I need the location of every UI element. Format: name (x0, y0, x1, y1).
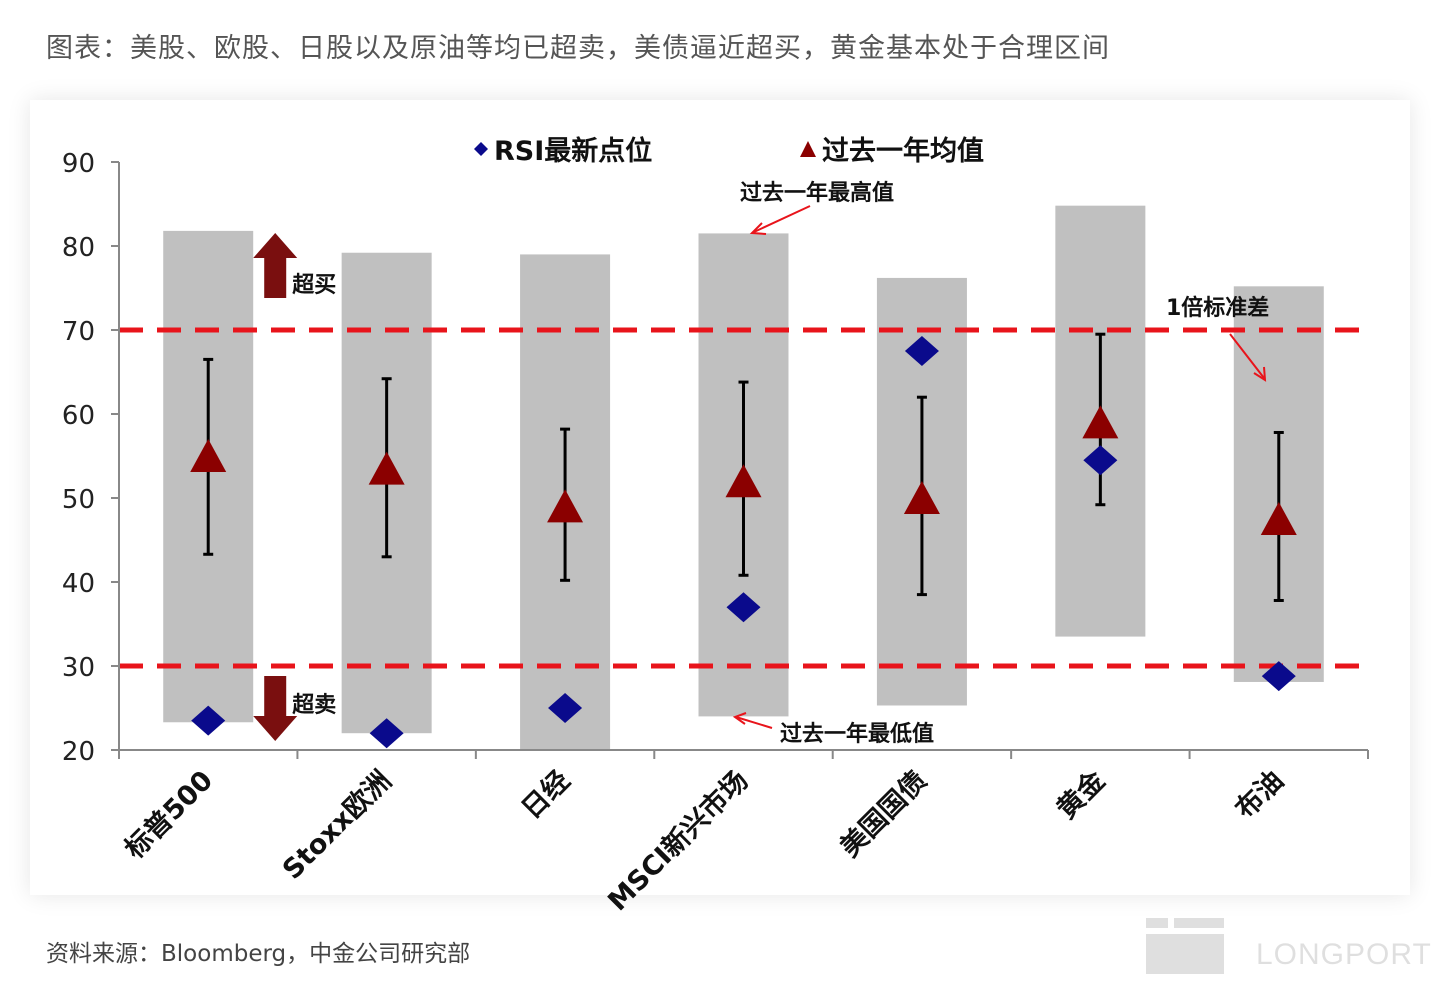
rsi-marker-4 (904, 336, 939, 366)
legend-mean-swatch (800, 141, 816, 157)
x-tick-label-4: 美国国债 (834, 764, 933, 863)
x-tick-label-1: Stoxx欧洲 (277, 765, 398, 886)
mean-marker-0 (190, 439, 227, 472)
mean-marker-4 (903, 481, 940, 514)
year-high-pointer (753, 205, 811, 233)
std-arrowhead-icon (1253, 366, 1267, 382)
source-note: 资料来源：Bloomberg，中金公司研究部 (46, 941, 471, 967)
x-tick-label-0: 标普500 (118, 764, 219, 865)
watermark: LONGPORT (1146, 918, 1446, 978)
legend-rsi-swatch (474, 142, 488, 156)
y-tick-label-60: 60 (62, 401, 95, 431)
x-tick-label-2: 日经 (515, 764, 576, 825)
rsi-marker-3 (726, 592, 761, 623)
y-tick-label-30: 30 (62, 653, 95, 683)
figure-caption: 图表：美股、欧股、日股以及原油等均已超卖，美债逼近超买，黄金基本处于合理区间 (46, 33, 1110, 64)
rsi-marker-1 (369, 718, 404, 749)
oversold-label: 超卖 (292, 692, 336, 718)
y-tick-label-80: 80 (62, 233, 95, 263)
year-high-label: 过去一年最高值 (740, 180, 894, 206)
year-low-arrowhead-icon (732, 712, 747, 725)
x-tick-label-5: 黄金 (1050, 764, 1112, 826)
rsi-marker-5 (1083, 445, 1118, 476)
y-tick-label-90: 90 (62, 149, 95, 179)
overbought-label: 超买 (292, 273, 336, 298)
mean-marker-2 (547, 489, 584, 523)
mean-marker-1 (368, 451, 405, 485)
mean-marker-3 (725, 464, 762, 498)
year-low-pointer (735, 716, 773, 729)
y-tick-label-20: 20 (62, 737, 95, 767)
std-pointer (1229, 333, 1265, 379)
oversold-arrow-icon (253, 676, 298, 741)
x-tick-label-3: MSCI新兴市场 (602, 764, 755, 917)
overbought-arrow-icon (253, 233, 298, 298)
y-tick-label-40: 40 (62, 569, 95, 599)
legend-rsi-label: RSI最新点位 (494, 135, 652, 167)
std-label: 1倍标准差 (1166, 295, 1269, 321)
rsi-marker-2 (548, 693, 583, 723)
y-tick-label-50: 50 (62, 485, 95, 515)
rsi-marker-0 (191, 705, 226, 736)
year-high-arrowhead-icon (749, 222, 767, 235)
y-tick-label-70: 70 (62, 317, 95, 347)
watermark-text: LONGPORT (1256, 938, 1432, 971)
mean-marker-5 (1082, 405, 1119, 439)
legend-mean-label: 过去一年均值 (822, 135, 984, 167)
rsi-marker-6 (1261, 661, 1296, 692)
mean-marker-6 (1260, 502, 1297, 535)
logo-icon (1146, 918, 1224, 974)
x-tick-label-6: 布油 (1230, 765, 1290, 825)
year-low-label: 过去一年最低值 (780, 721, 934, 747)
